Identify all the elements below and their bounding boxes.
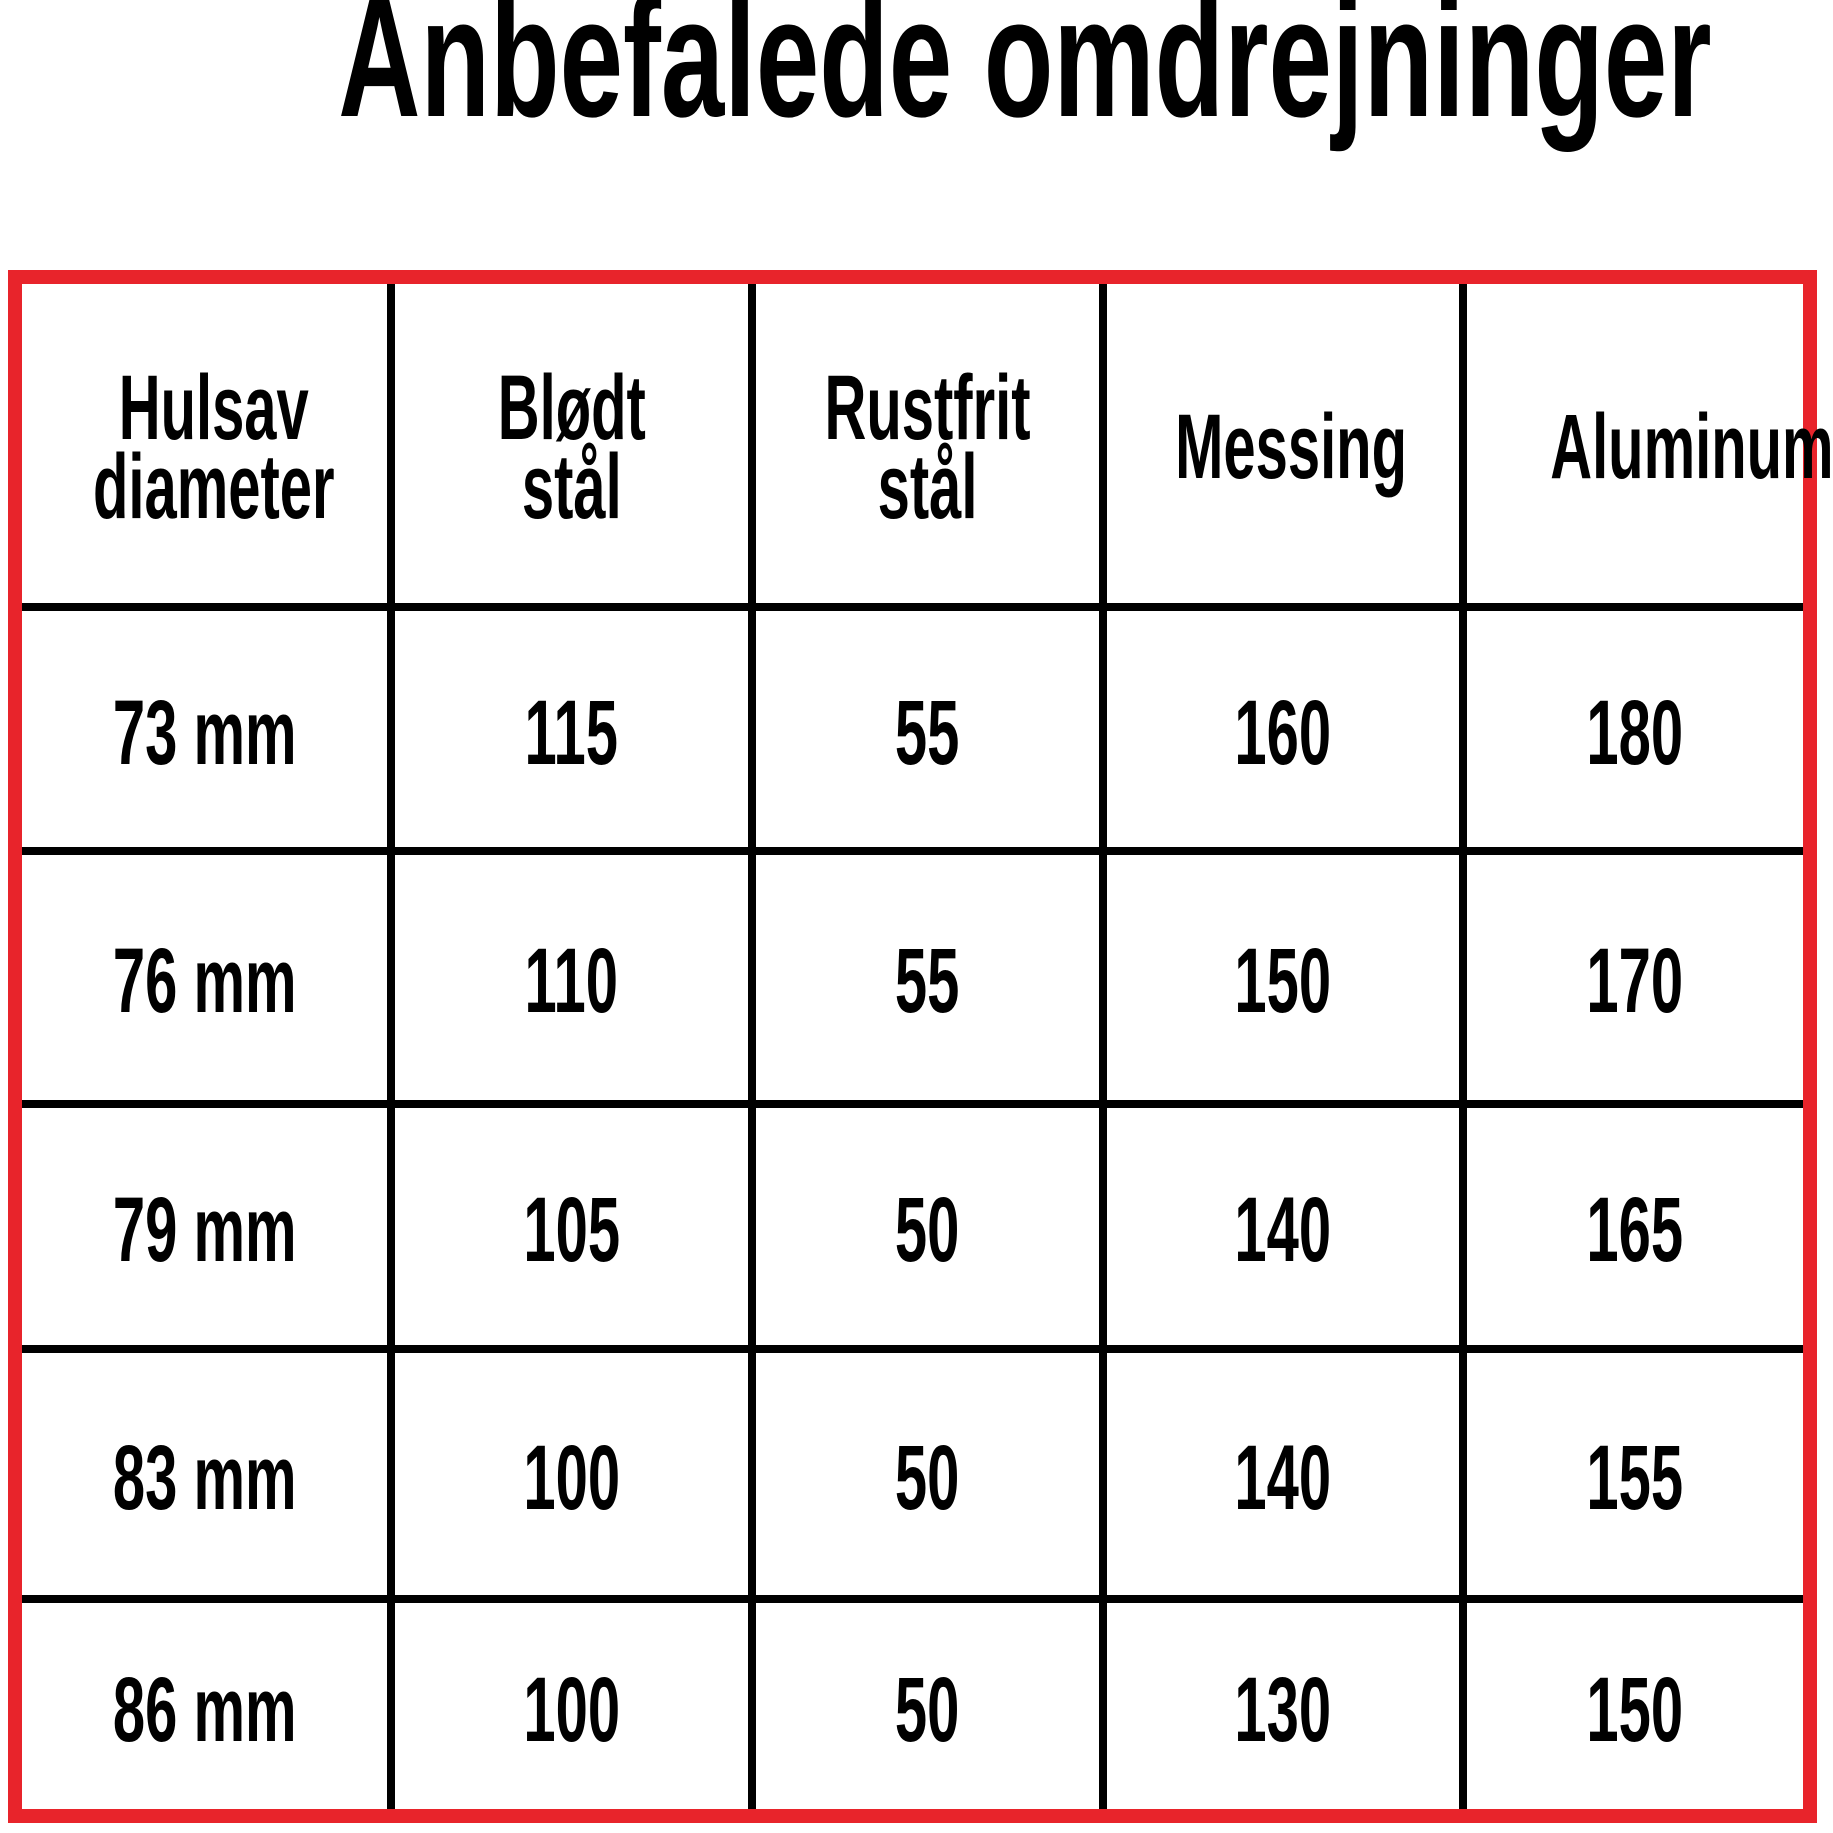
table-cell: 150 — [1458, 1595, 1803, 1809]
table-cell: 115 — [386, 603, 757, 855]
cell-value: 155 — [1586, 1426, 1684, 1529]
cell-value: 150 — [1234, 930, 1332, 1033]
cell-value: 100 — [523, 1658, 620, 1761]
cell-value: 115 — [524, 681, 619, 784]
cell-value: 50 — [895, 1658, 960, 1761]
table-cell-diameter: 79 mm — [22, 1100, 395, 1353]
table-cell: 140 — [1099, 1345, 1467, 1603]
table-cell: 55 — [748, 847, 1108, 1108]
table-cell: 170 — [1458, 847, 1803, 1108]
cell-value: 140 — [1234, 1179, 1332, 1282]
table-cell: 105 — [386, 1100, 757, 1353]
cell-value: 50 — [895, 1179, 960, 1282]
table-row: 79 mm 105 50 140 165 — [22, 1100, 1803, 1353]
cell-value: 170 — [1586, 930, 1684, 1033]
table-cell: 50 — [748, 1100, 1108, 1353]
cell-value: 55 — [895, 930, 960, 1033]
page-title: Anbefalede omdrejninger — [0, 0, 1833, 143]
header-label: Aluminum — [1549, 396, 1833, 499]
cell-value: 100 — [523, 1426, 620, 1529]
cell-value: 50 — [895, 1426, 960, 1529]
table-cell: 150 — [1099, 847, 1467, 1108]
table-cell: 155 — [1458, 1345, 1803, 1603]
header-label: Rustfrit stål — [824, 357, 1031, 538]
cell-value: 150 — [1586, 1658, 1684, 1761]
cell-value: 160 — [1234, 681, 1332, 784]
table-cell: 140 — [1099, 1100, 1467, 1353]
table-cell: 165 — [1458, 1100, 1803, 1353]
cell-value: 180 — [1586, 681, 1684, 784]
table-cell-diameter: 86 mm — [22, 1595, 395, 1809]
cell-value: 140 — [1234, 1426, 1332, 1529]
table-cell-diameter: 83 mm — [22, 1345, 395, 1603]
header-cell-diameter: Hulsav diameter — [22, 284, 395, 611]
cell-value: 76 mm — [112, 930, 297, 1033]
cell-value: 110 — [524, 930, 619, 1033]
cell-value: 105 — [523, 1179, 620, 1282]
header-cell-brass: Messing — [1099, 284, 1467, 611]
cell-value: 83 mm — [112, 1426, 297, 1529]
cell-value: 86 mm — [112, 1658, 297, 1761]
cell-value: 165 — [1586, 1179, 1684, 1282]
table-row: 86 mm 100 50 130 150 — [22, 1595, 1803, 1809]
table-cell: 55 — [748, 603, 1108, 855]
table-red-border: Hulsav diameter Blødt stål Rustfrit stål… — [8, 270, 1833, 1823]
table-row: 73 mm 115 55 160 180 — [22, 603, 1803, 855]
cell-value: 79 mm — [112, 1179, 297, 1282]
table-cell: 110 — [386, 847, 757, 1108]
table-cell-diameter: 73 mm — [22, 603, 395, 855]
header-cell-stainless-steel: Rustfrit stål — [748, 284, 1108, 611]
cell-value: 55 — [895, 681, 960, 784]
cell-value: 73 mm — [112, 681, 297, 784]
header-cell-aluminum: Aluminum — [1458, 284, 1833, 611]
table-cell: 50 — [748, 1595, 1108, 1809]
table-row: 76 mm 110 55 150 170 — [22, 847, 1803, 1108]
header-label: Hulsav diameter — [92, 357, 335, 538]
table-row: 83 mm 100 50 140 155 — [22, 1345, 1803, 1603]
header-label: Blødt stål — [497, 357, 646, 538]
cell-value: 130 — [1234, 1658, 1332, 1761]
header-row: Hulsav diameter Blødt stål Rustfrit stål… — [22, 284, 1833, 611]
header-cell-mild-steel: Blødt stål — [386, 284, 757, 611]
table-cell: 180 — [1458, 603, 1803, 855]
table-cell: 100 — [386, 1345, 757, 1603]
table-cell: 100 — [386, 1595, 757, 1809]
table-cell-diameter: 76 mm — [22, 847, 395, 1108]
page-title-text: Anbefalede omdrejninger — [338, 0, 1712, 153]
table-cell: 50 — [748, 1345, 1108, 1603]
speeds-table: Hulsav diameter Blødt stål Rustfrit stål… — [22, 284, 1833, 1809]
table-cell: 160 — [1099, 603, 1467, 855]
header-label: Messing — [1175, 396, 1408, 499]
table-cell: 130 — [1099, 1595, 1467, 1809]
